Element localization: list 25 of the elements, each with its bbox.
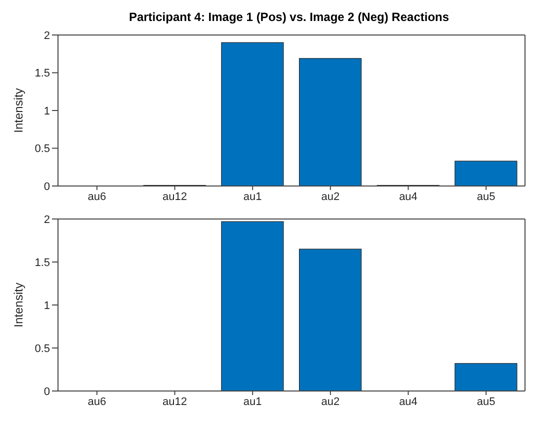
y-tick-label: 2 [44, 214, 50, 226]
x-tick-label: au6 [88, 396, 106, 408]
x-tick-label: au2 [321, 396, 340, 408]
x-tick-label: au1 [243, 396, 262, 408]
chart-title: Participant 4: Image 1 (Pos) vs. Image 2 (Neg) Reactions [128, 10, 450, 24]
y-tick-label: 1.5 [34, 256, 50, 269]
y-tick-label: 1 [44, 300, 50, 312]
x-tick-label: au1 [243, 190, 262, 203]
x-tick-label: au12 [162, 190, 187, 203]
y-axis-title: Intensity [11, 282, 26, 328]
x-tick-label: au4 [399, 396, 418, 408]
x-tick-label: au5 [476, 396, 496, 408]
y-tick-label: 2 [44, 30, 50, 42]
x-tick-label: au12 [162, 396, 187, 408]
x-tick-label: au6 [88, 190, 106, 203]
y-tick-label: 0 [44, 180, 50, 193]
y-tick-label: 0.5 [34, 342, 50, 355]
y-tick-label: 0.5 [34, 143, 50, 156]
x-tick-label: au2 [321, 190, 340, 203]
y-tick-label: 1 [44, 105, 50, 118]
x-tick-label: au5 [476, 190, 496, 203]
y-tick-label: 0 [44, 386, 50, 398]
y-axis-title: Intensity [11, 88, 26, 133]
x-tick-label: au4 [399, 190, 418, 203]
y-tick-label: 1.5 [34, 68, 50, 80]
